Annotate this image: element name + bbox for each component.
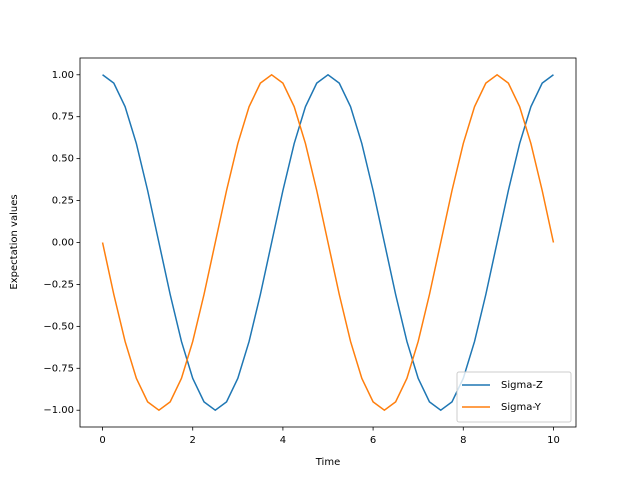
y-tick-label: 0.50	[52, 154, 74, 165]
legend: Sigma-Z Sigma-Y	[456, 371, 572, 423]
x-tick-label: 4	[280, 435, 286, 446]
y-tick-label: 0.00	[52, 238, 74, 249]
y-axis-label: Expectation values	[9, 194, 20, 289]
y-tick-label: −0.50	[43, 321, 74, 332]
y-tick-label: 0.25	[52, 196, 74, 207]
x-tick-label: 0	[99, 435, 105, 446]
legend-label: Sigma-Y	[501, 402, 542, 413]
legend-label: Sigma-Z	[501, 380, 543, 391]
x-tick-label: 10	[547, 435, 560, 446]
x-axis-label: Time	[315, 457, 340, 468]
y-tick-label: 0.75	[52, 112, 74, 123]
axes-frame	[79, 57, 577, 428]
x-tick-label: 8	[460, 435, 466, 446]
x-tick-label: 2	[190, 435, 196, 446]
data-line	[101, 73, 555, 412]
data-line	[102, 73, 554, 412]
y-tick-label: 1.00	[52, 70, 74, 81]
y-tick-label: −0.25	[43, 279, 74, 290]
y-tick-label: −1.00	[43, 405, 74, 416]
x-tick-label: 6	[370, 435, 376, 446]
y-tick-label: −0.75	[43, 363, 74, 374]
